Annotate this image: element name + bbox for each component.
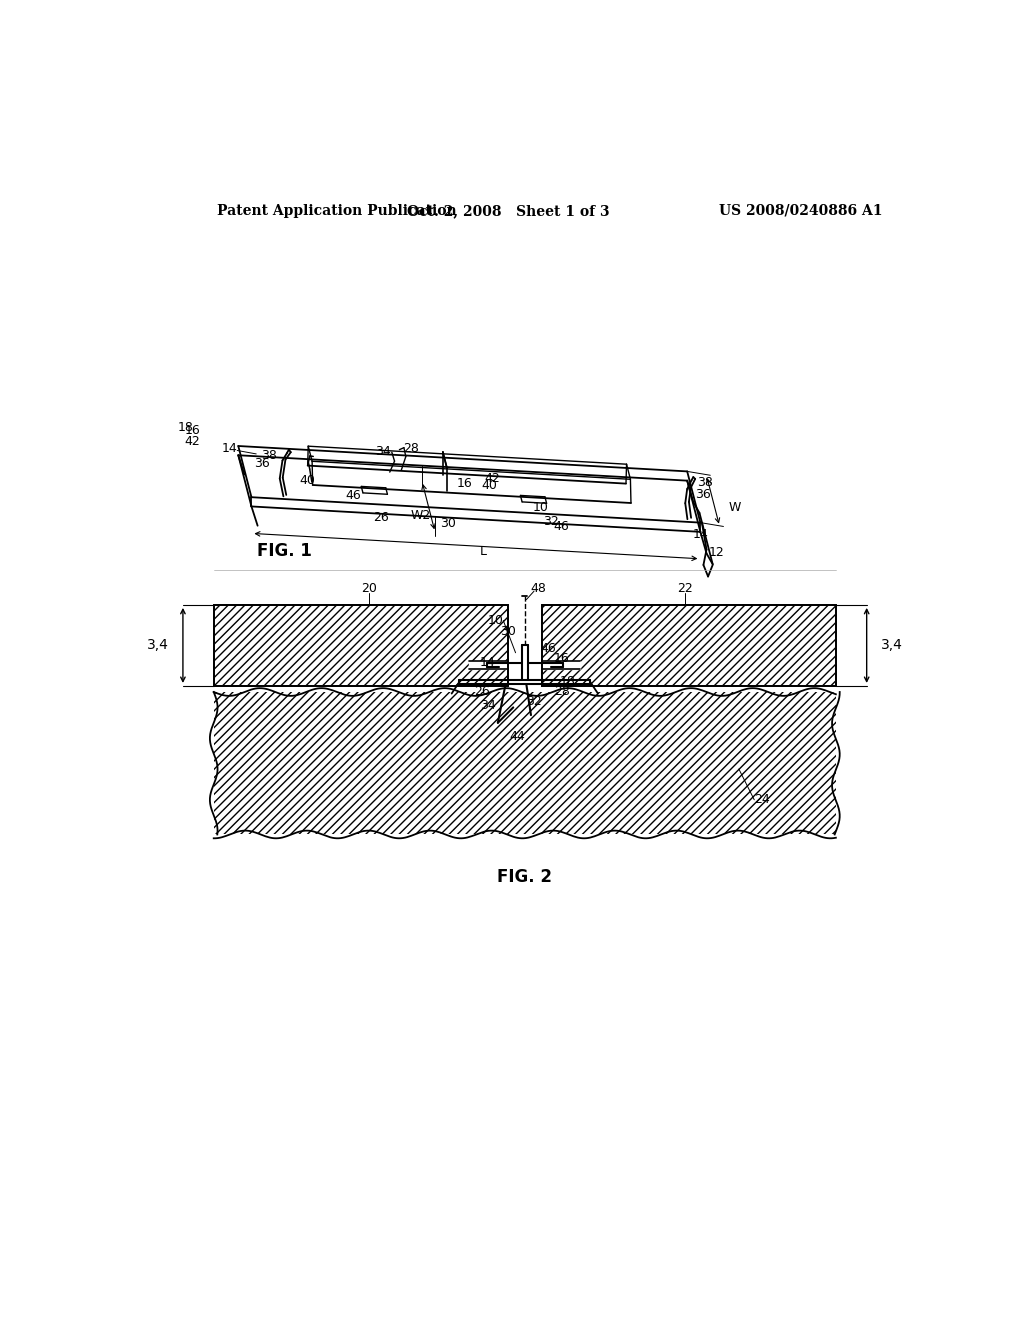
Text: 18: 18 [559,675,575,688]
Text: 48: 48 [530,582,547,594]
Bar [542,605,836,686]
Text: 24: 24 [754,793,770,807]
Polygon shape [542,661,581,669]
Text: 36: 36 [695,488,711,500]
Text: 3,4: 3,4 [881,639,902,652]
Bar [214,605,508,686]
Text: FIG. 2: FIG. 2 [498,867,552,886]
Text: 20: 20 [361,582,377,594]
Text: 46: 46 [346,490,361,503]
Text: 16: 16 [554,652,569,665]
Text: 42: 42 [484,471,501,484]
Text: US 2008/0240886 A1: US 2008/0240886 A1 [719,203,883,218]
Text: 26: 26 [474,685,490,698]
Text: 12: 12 [709,546,725,560]
Text: 3,4: 3,4 [147,639,169,652]
Text: 10: 10 [487,614,504,627]
Text: Oct. 2, 2008   Sheet 1 of 3: Oct. 2, 2008 Sheet 1 of 3 [407,203,609,218]
Text: 46: 46 [554,520,569,533]
Polygon shape [469,661,508,669]
Text: 14: 14 [692,528,708,541]
Text: 42: 42 [184,434,200,447]
Text: 18: 18 [177,421,194,433]
Text: 32: 32 [526,694,542,708]
Text: 38: 38 [260,449,276,462]
Text: 14: 14 [222,442,238,455]
Text: 28: 28 [403,442,420,455]
Bar [214,692,836,834]
Bar [214,605,508,686]
Text: Patent Application Publication: Patent Application Publication [217,203,457,218]
Text: 34: 34 [480,700,496,713]
Bar [542,605,836,686]
Bar [214,605,508,686]
Text: FIG. 1: FIG. 1 [257,543,312,560]
Text: 22: 22 [677,582,693,594]
Text: 10: 10 [532,502,548,515]
Text: 40: 40 [481,479,497,491]
Text: 44: 44 [509,730,525,743]
Text: 36: 36 [255,457,270,470]
Bar [542,605,836,686]
Text: 38: 38 [696,477,713,490]
Text: 34: 34 [375,445,391,458]
Text: 30: 30 [500,624,516,638]
Text: 28: 28 [554,685,569,698]
Text: 14: 14 [480,656,496,669]
Text: W: W [729,500,741,513]
Text: 16: 16 [457,477,473,490]
Text: W2: W2 [411,510,431,523]
Text: 46: 46 [540,643,556,656]
Bar [214,692,836,834]
Text: 30: 30 [440,516,456,529]
Text: 40: 40 [300,474,315,487]
Text: 16: 16 [184,424,200,437]
Text: L: L [480,545,487,558]
Text: 32: 32 [543,515,559,528]
Text: 26: 26 [373,511,389,524]
